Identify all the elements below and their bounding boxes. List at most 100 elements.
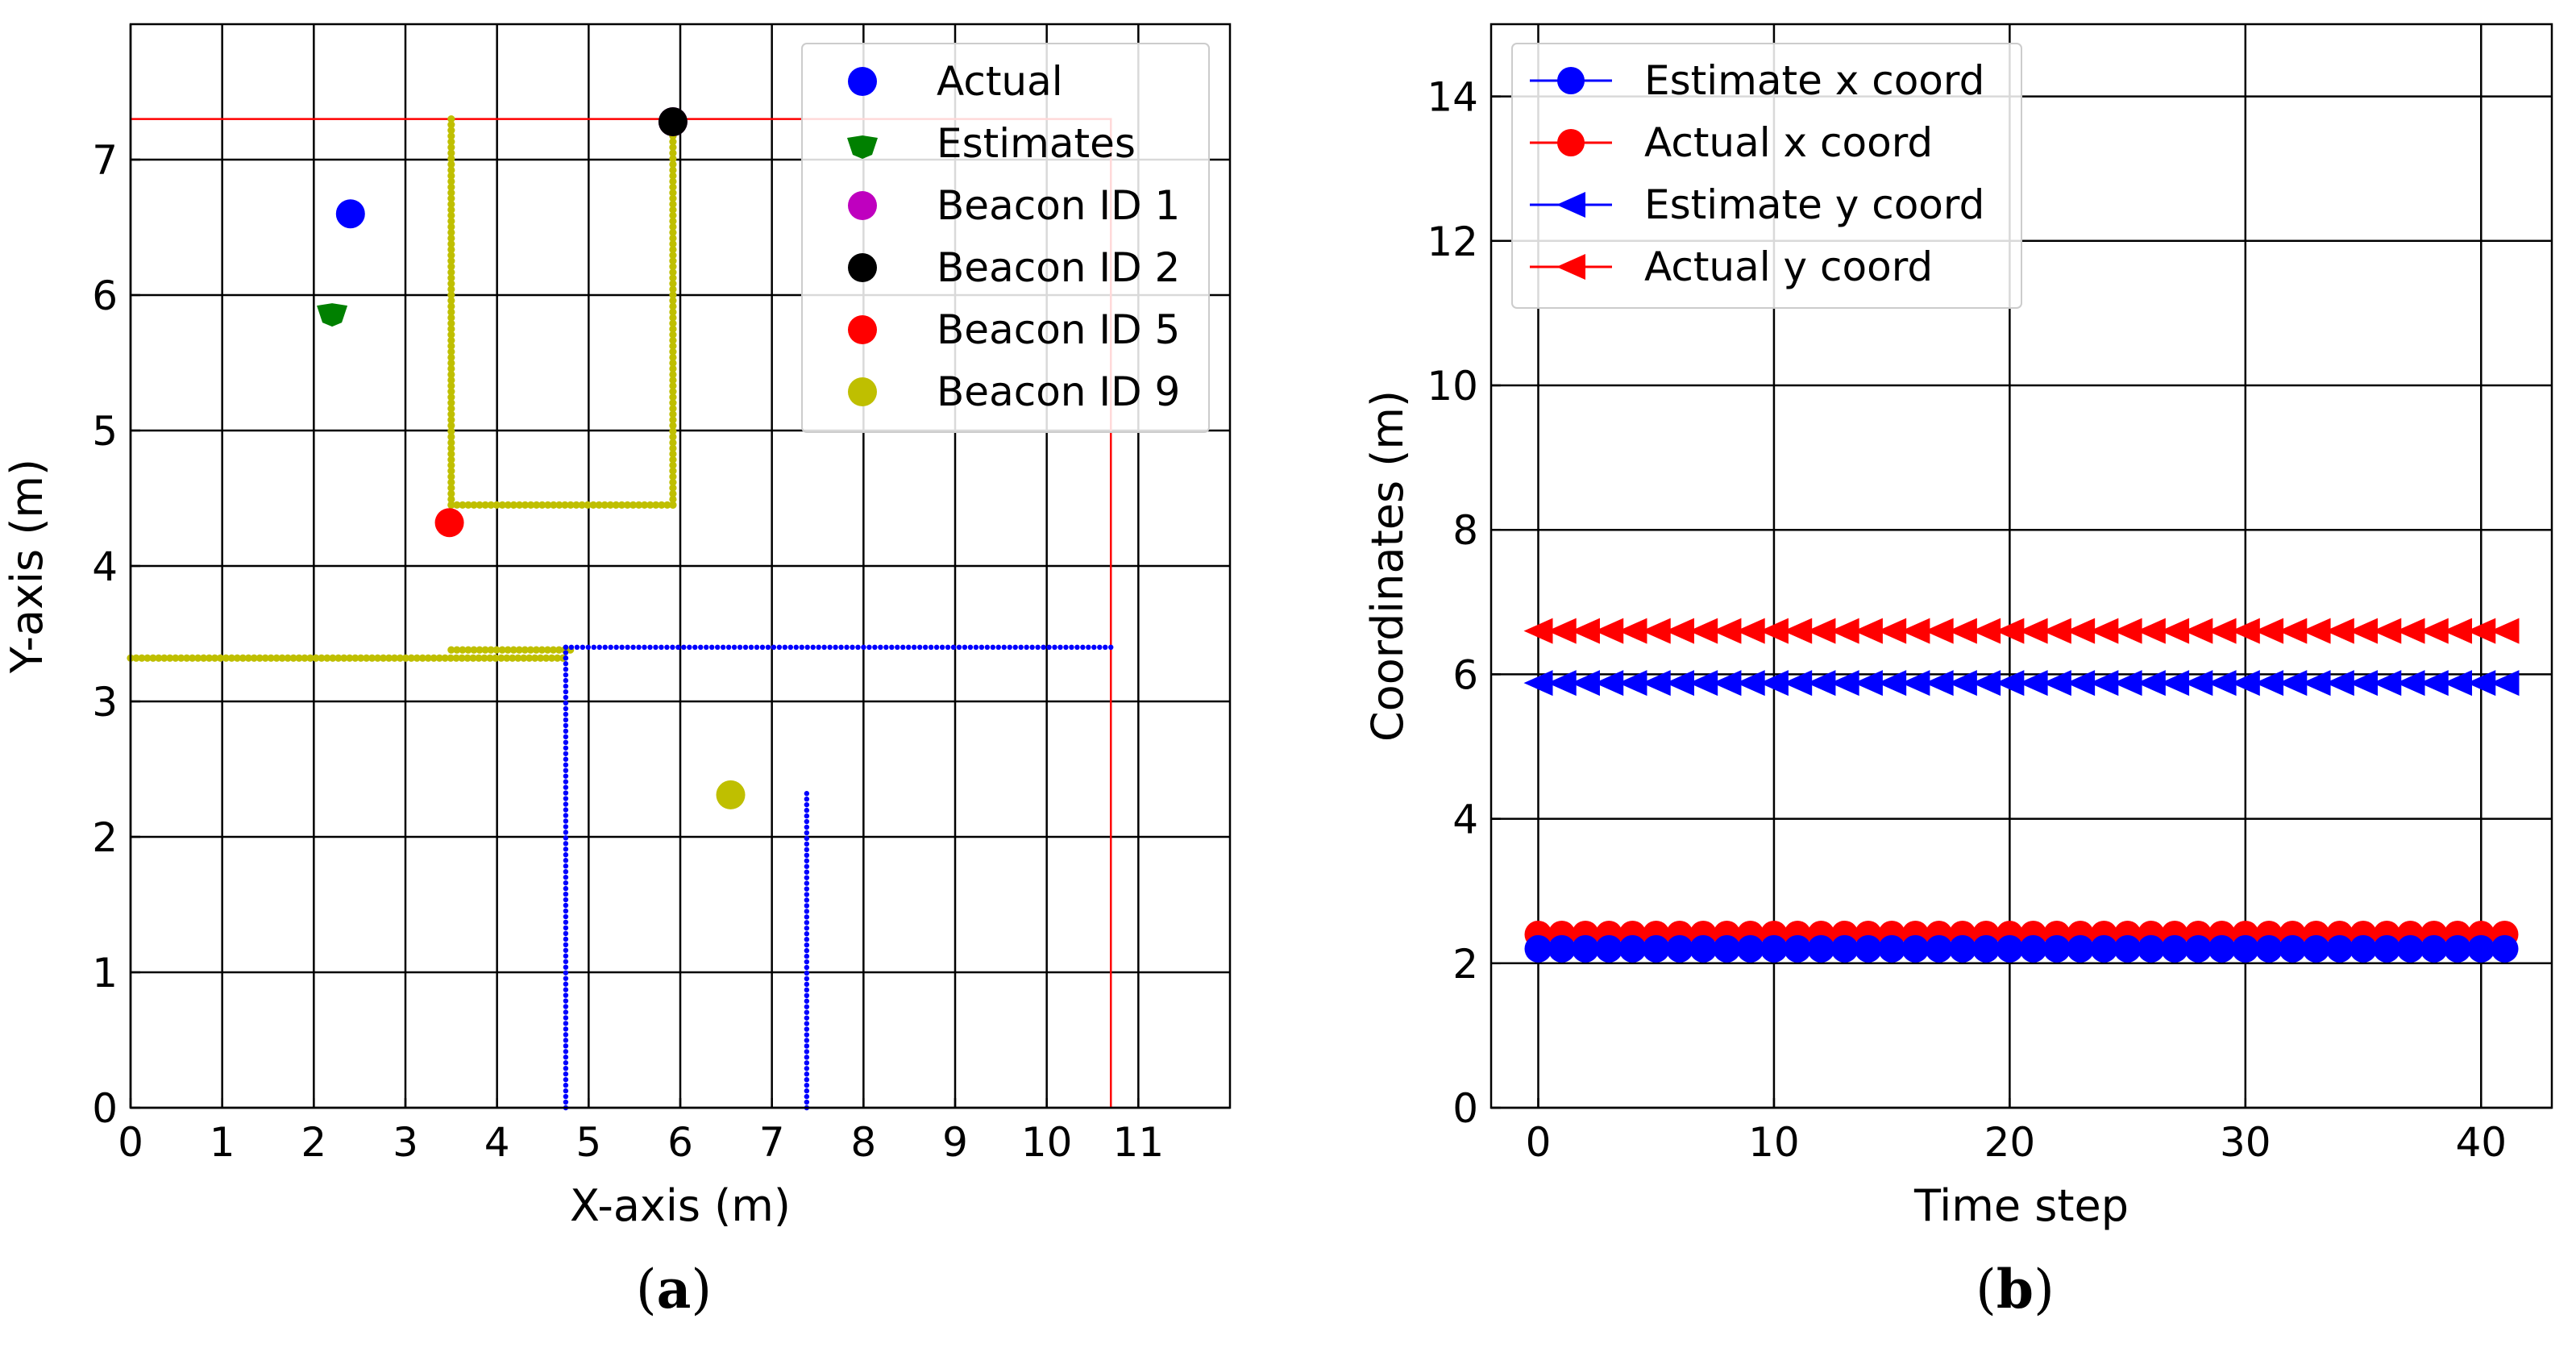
- beacon-9-walls-marker: [447, 484, 455, 492]
- beacon-9-corridor-marker: [177, 654, 185, 662]
- beacon-9-walls-marker: [447, 223, 455, 231]
- actual-corridor-marker: [647, 644, 653, 650]
- actual-corridor-marker: [563, 1071, 569, 1077]
- actual-corridor-marker: [563, 677, 569, 684]
- actual-corridor-marker: [1069, 644, 1074, 650]
- beacon-9-walls-marker: [447, 177, 455, 185]
- actual-corridor-marker: [642, 644, 647, 650]
- point-estimate-x-coord: [2067, 934, 2095, 963]
- actual-corridor-marker: [563, 947, 569, 953]
- legend-label-beacon-id-9: Beacon ID 9: [937, 368, 1180, 415]
- point-estimate-y-coord: [1664, 670, 1694, 697]
- legend-label-beacon-id-5: Beacon ID 5: [937, 306, 1180, 353]
- point-actual-y-coord: [2136, 618, 2166, 644]
- beacon-9-walls-marker: [447, 274, 455, 282]
- actual-corridor-marker: [591, 644, 596, 650]
- actual-corridor-marker: [810, 644, 816, 650]
- actual-wall-marker: [804, 797, 810, 802]
- beacon-9-walls-marker: [447, 297, 455, 305]
- beacon-9-corridor-marker: [149, 654, 157, 662]
- beacon-9-walls-marker: [447, 399, 455, 407]
- a-y-tick-label: 0: [92, 1085, 118, 1132]
- legend-marker-beacon-id-9: [848, 377, 877, 406]
- beacon-9-walls-marker: [669, 336, 677, 344]
- actual-wall-marker: [804, 886, 810, 892]
- a-x-tick-label: 3: [393, 1119, 418, 1166]
- beacon-9-walls-marker: [669, 478, 677, 486]
- actual-corridor-marker: [759, 644, 766, 650]
- beacon-9-walls-marker: [669, 166, 677, 174]
- beacon-9-walls-marker: [669, 359, 677, 367]
- beacon-9-walls-marker: [447, 410, 455, 418]
- panel-a-x-axis-label: X-axis (m): [570, 1180, 791, 1231]
- beacon-9-corridor-marker: [553, 654, 562, 662]
- point-actual-y-coord: [1594, 618, 1624, 644]
- beacon-9-walls-marker: [447, 353, 455, 361]
- beacon-9-walls-marker: [669, 268, 677, 277]
- beacon-9-walls-marker: [669, 444, 677, 452]
- beacon-9-corridor-2-marker: [509, 646, 517, 654]
- actual-corridor-marker: [804, 644, 810, 650]
- actual-wall-marker: [804, 801, 810, 808]
- point-estimate-y-coord: [2207, 670, 2237, 697]
- beacon-9-walls-marker: [669, 450, 677, 458]
- point-estimate-x-coord: [2231, 934, 2259, 963]
- beacon-9-corridor-marker: [486, 654, 494, 662]
- actual-corridor-marker: [563, 891, 569, 897]
- actual-corridor-marker: [973, 644, 979, 650]
- beacon-9-walls-marker: [669, 228, 677, 237]
- point-estimate-x-coord: [2184, 934, 2212, 963]
- beacon-9-walls-marker: [447, 405, 455, 413]
- actual-wall-marker: [804, 987, 810, 993]
- legend-label-actual: Actual: [937, 58, 1063, 105]
- beacon-9-corridor-marker: [373, 654, 382, 662]
- actual-corridor-marker: [1063, 644, 1069, 650]
- point-estimate-x-coord: [2373, 934, 2401, 963]
- beacon-9-walls-marker: [669, 501, 677, 510]
- beacon-9-walls-marker: [447, 331, 455, 339]
- beacon-9-walls-marker: [669, 347, 677, 356]
- point-actual-y-coord: [2207, 618, 2237, 644]
- actual-corridor-marker: [563, 841, 569, 847]
- actual-corridor-marker: [563, 908, 569, 914]
- actual-corridor-marker: [878, 644, 883, 650]
- beacon-9-walls-marker: [538, 501, 546, 510]
- beacon-9-walls-marker: [447, 228, 455, 237]
- beacon-9-corridor-marker: [452, 654, 460, 662]
- point-estimate-y-coord: [1759, 670, 1789, 697]
- point-actual-y-coord: [1901, 618, 1930, 644]
- actual-corridor-marker: [636, 644, 642, 650]
- actual-wall-trail: [804, 791, 810, 1111]
- actual-corridor-marker: [563, 818, 569, 824]
- beacon-9-corridor-marker: [318, 654, 326, 662]
- actual-corridor-marker: [563, 689, 569, 695]
- actual-corridor-marker: [563, 863, 569, 869]
- actual-wall-marker: [804, 813, 810, 819]
- point-estimate-x-coord: [1642, 934, 1670, 963]
- actual-corridor-marker: [574, 644, 580, 650]
- beacon-9-corridor-marker: [407, 654, 415, 662]
- point-actual-y-coord: [1523, 618, 1553, 644]
- beacon-9-corridor-marker: [267, 654, 275, 662]
- beacon-9-walls-marker: [669, 223, 677, 231]
- point-actual-y-coord: [2443, 618, 2473, 644]
- actual-corridor-marker: [563, 1099, 569, 1105]
- actual-corridor-marker: [793, 644, 799, 650]
- actual-wall-marker: [804, 947, 810, 954]
- beacon-9-corridor-marker: [424, 654, 432, 662]
- beacon-9-corridor-2-marker: [464, 646, 472, 654]
- b-y-tick-label: 12: [1427, 218, 1478, 265]
- beacon-9-corridor-marker: [531, 654, 539, 662]
- beacon-9-corridor-2-marker: [470, 646, 478, 654]
- actual-wall-marker: [804, 1060, 810, 1066]
- actual-corridor-marker: [563, 655, 569, 661]
- panel-b-caption-open: (: [1976, 1259, 1996, 1321]
- point-actual-y-coord: [1547, 618, 1577, 644]
- actual-corridor-marker: [630, 644, 636, 650]
- point-actual-y-coord: [2466, 618, 2496, 644]
- actual-corridor-marker: [895, 644, 900, 650]
- actual-corridor-marker: [1024, 644, 1029, 650]
- point-estimate-x-coord: [1807, 934, 1835, 963]
- point-estimate-x-coord: [1618, 934, 1647, 963]
- actual-corridor-marker: [563, 773, 569, 779]
